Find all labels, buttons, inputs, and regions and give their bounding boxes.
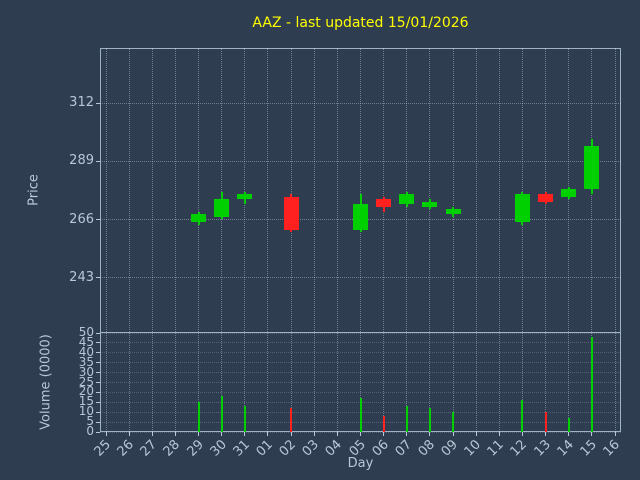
x-tick-mark: [360, 432, 361, 436]
volume-tick-label: 50: [78, 325, 94, 339]
price-tick-label: 243: [69, 269, 94, 285]
x-tick-mark: [429, 432, 431, 436]
x-tick-mark: [498, 432, 500, 436]
volume-tick-label: 35: [78, 354, 94, 369]
x-tick-mark: [105, 432, 107, 436]
volume-tick-label: 10: [78, 404, 94, 419]
x-tick-mark: [244, 432, 246, 436]
x-tick-mark: [221, 432, 223, 436]
x-tick-mark: [475, 432, 477, 436]
volume-tick-label: 5: [86, 414, 94, 429]
x-tick-mark: [336, 432, 338, 436]
x-tick-mark: [198, 432, 200, 436]
price-panel: [100, 48, 621, 333]
x-tick-mark: [290, 432, 292, 436]
x-tick-mark: [452, 432, 454, 436]
volume-tick-label: 0: [86, 424, 94, 438]
volume-tick-label: 25: [78, 374, 94, 389]
price-tick-label: 266: [69, 211, 94, 227]
volume-tick-label: 45: [78, 334, 94, 349]
price-tick-label: 289: [69, 153, 94, 169]
x-tick-mark: [591, 432, 593, 436]
x-tick-mark: [267, 432, 269, 436]
price-axis-label: Price: [26, 174, 42, 206]
volume-tick-label: 15: [78, 394, 94, 409]
x-tick-mark: [406, 432, 408, 436]
price-tick-label: 312: [69, 95, 94, 111]
volume-panel: [100, 333, 621, 432]
volume-tick-label: 30: [78, 364, 94, 379]
volume-tick-label: 40: [78, 344, 94, 359]
volume-tick-label: 20: [78, 384, 94, 399]
volume-axis-label: Volume (0000): [38, 334, 54, 430]
x-tick-mark: [614, 432, 616, 436]
x-tick-mark: [545, 432, 547, 436]
x-tick-mark: [313, 432, 315, 436]
x-tick-mark: [174, 432, 176, 436]
chart-title: AAZ - last updated 15/01/2026: [252, 15, 469, 31]
x-tick-mark: [521, 432, 523, 436]
x-tick-mark: [383, 432, 385, 436]
x-tick-mark: [128, 432, 130, 436]
x-axis-label: Day: [347, 456, 374, 471]
x-tick-mark: [568, 432, 570, 436]
x-tick-mark: [151, 432, 153, 436]
